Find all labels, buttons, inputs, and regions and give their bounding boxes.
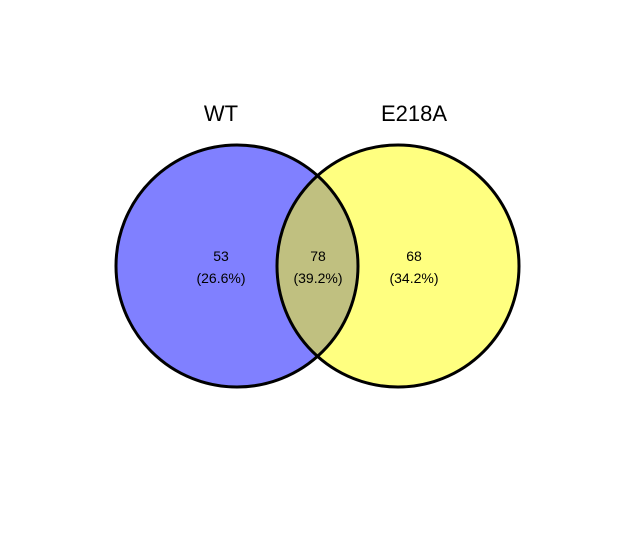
e218a-only-percent: (34.2%) [389,270,438,286]
overlap-count: 78 [310,248,326,264]
wt-outline [114,143,360,389]
wt-only-percent: (26.6%) [196,270,245,286]
overlap-region [277,145,358,387]
e218a-label: E218A [381,101,447,126]
e218a-only-count: 68 [406,248,422,264]
e218a-outline [275,143,521,389]
wt-label: WT [204,101,238,126]
wt-only-count: 53 [213,248,229,264]
overlap-percent: (39.2%) [293,270,342,286]
